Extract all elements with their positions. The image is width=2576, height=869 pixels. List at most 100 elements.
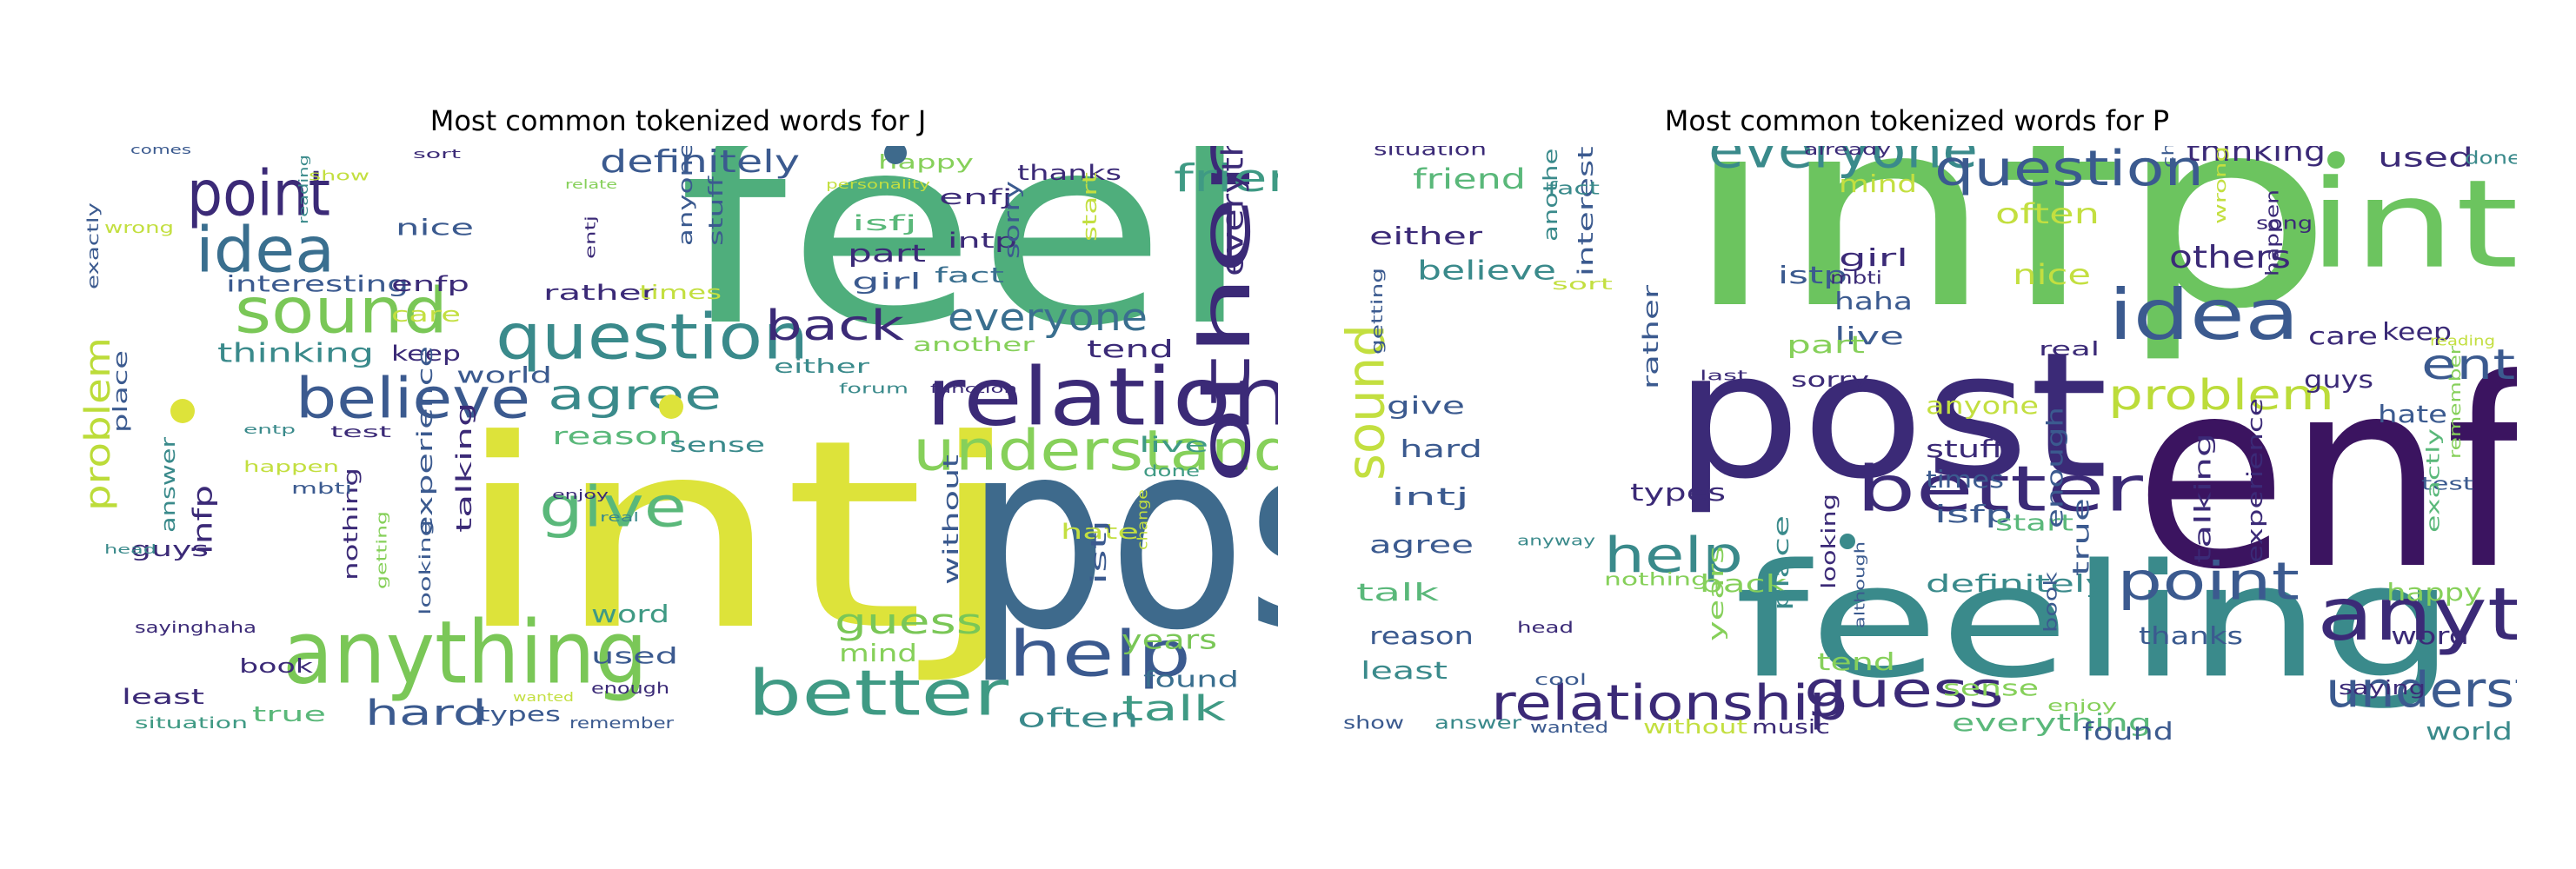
word-saying: saying	[2339, 678, 2426, 700]
word-music: music	[1752, 717, 1830, 739]
word-others: others	[2169, 240, 2291, 275]
word-without: without	[939, 454, 963, 585]
word-believe: believe	[296, 368, 530, 432]
word-remember: remember	[569, 714, 675, 733]
word-start: start	[1995, 511, 2073, 537]
word-give: give	[539, 476, 687, 541]
word-comes: comes	[130, 146, 191, 157]
word-thanks: thanks	[2139, 621, 2243, 650]
word-another: another	[1541, 146, 1562, 242]
word-sense: sense	[669, 433, 765, 457]
word-types: types	[1630, 478, 1726, 507]
word-book: book	[2040, 571, 2061, 633]
wordcloud-panel-p: Most common tokenized words for P infp en…	[1317, 0, 2517, 869]
word-wrong: wrong	[2212, 146, 2230, 224]
word-everyone: everyone	[948, 295, 1148, 340]
word-sound: sound	[1336, 324, 1397, 481]
word-reading: reading	[297, 155, 311, 224]
word-forum: forum	[839, 381, 909, 397]
word-better: better	[748, 657, 1009, 730]
word-keep: keep	[391, 342, 461, 366]
word-enough: enough	[591, 680, 669, 698]
word-mbti: mbti	[291, 480, 352, 498]
word-guess: guess	[835, 602, 982, 642]
word-mbti: mbti	[1830, 268, 1882, 289]
word-change: change	[2160, 146, 2178, 168]
word-idea: idea	[196, 214, 335, 287]
word-live: live	[1834, 322, 1904, 350]
word-real: real	[600, 511, 639, 525]
wordcloud-panel-j: Most common tokenized words for J feel in…	[78, 0, 1278, 869]
word-sort: sort	[1552, 275, 1613, 294]
word-true: true	[252, 702, 326, 726]
chart-title-j: Most common tokenized words for J	[429, 104, 927, 137]
word-found: found	[1143, 667, 1239, 693]
word-hard: hard	[1400, 434, 1482, 463]
word-part: part	[1787, 330, 1865, 359]
word-least: least	[122, 685, 204, 709]
word-problem: problem	[2108, 371, 2334, 420]
word-talking: talking	[2191, 433, 2217, 563]
word-question: question	[1934, 146, 2204, 197]
word-intp: intp	[2308, 155, 2517, 296]
word-situation: situation	[135, 714, 248, 733]
word-book: book	[239, 656, 313, 678]
word-entp: entp	[243, 423, 296, 437]
word-show: show	[1343, 713, 1404, 733]
word-reading: reading	[2430, 333, 2495, 349]
word-either: either	[774, 356, 871, 378]
word-anything: anything	[2317, 572, 2517, 657]
word-feeling: feeling	[1734, 531, 2456, 713]
word-although: although	[1852, 541, 1868, 628]
word-relationship: relationship	[926, 350, 1278, 443]
word-wrong: wrong	[104, 219, 174, 237]
word-dot-intp	[2327, 151, 2345, 169]
word-question: question	[496, 301, 809, 374]
word-exactly: exactly	[2423, 428, 2444, 533]
word-talking: talking	[452, 402, 476, 533]
word-types: types	[478, 702, 561, 726]
word-anyone: anyone	[1926, 391, 2039, 420]
word-haha: haha	[1834, 287, 1913, 315]
word-definitely: definitely	[1926, 569, 2108, 598]
word-reason: reason	[552, 421, 682, 450]
word-place: place	[1769, 515, 1794, 611]
word-enough: enough	[2043, 407, 2069, 528]
word-sound: sound	[235, 275, 448, 348]
word-getting: getting	[374, 511, 390, 589]
word-point: point	[187, 157, 330, 230]
word-believe: believe	[1417, 256, 1556, 287]
word-sorry: sorry	[1000, 181, 1024, 259]
word-either: either	[1369, 222, 1483, 250]
word-tend: tend	[1817, 647, 1895, 676]
word-rather: rather	[1639, 285, 1663, 389]
word-enfj: enfj	[939, 185, 1013, 209]
word-intj: intj	[452, 384, 1026, 687]
word-cool: cool	[1534, 671, 1587, 689]
word-dot-feeling-p	[1840, 534, 1855, 549]
word-guys: guys	[130, 537, 209, 561]
chart-title-p: Most common tokenized words for P	[1664, 104, 2170, 137]
word-song: song	[2256, 213, 2313, 234]
word-others: others	[1185, 146, 1266, 485]
word-sorry: sorry	[1791, 368, 1869, 392]
word-dot-intj-j	[659, 395, 683, 419]
word-entp: entp	[2421, 341, 2517, 389]
word-istj: istj	[1087, 520, 1111, 585]
word-idea: idea	[2108, 275, 2300, 355]
word-often: often	[1017, 704, 1139, 734]
word-infp: infp	[1682, 146, 2334, 366]
word-everyone: everyone	[1708, 146, 1978, 181]
word-nothing: nothing	[341, 468, 363, 580]
word-part: part	[848, 239, 926, 268]
word-least: least	[1361, 656, 1448, 685]
word-looking: looking	[1819, 494, 1840, 589]
word-rather: rather	[543, 281, 656, 305]
word-thinking: thinking	[217, 339, 374, 369]
word-happen: happen	[243, 458, 339, 476]
word-wanted: wanted	[513, 691, 574, 705]
word-guys: guys	[2304, 365, 2373, 394]
word-sort: sort	[413, 148, 462, 162]
word-live: live	[1139, 433, 1208, 457]
word-fact: fact	[1548, 178, 1600, 199]
